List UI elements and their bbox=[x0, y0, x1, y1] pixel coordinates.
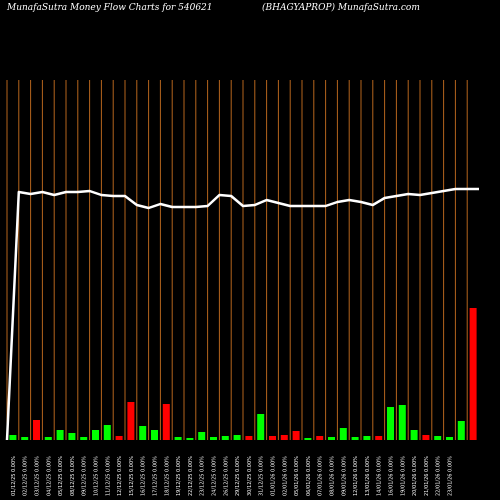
bar bbox=[9, 435, 17, 440]
x-tick-label: 02/01/26 0.00% bbox=[282, 456, 288, 496]
bar bbox=[44, 437, 52, 440]
x-tick-label: 12/12/25 0.00% bbox=[117, 456, 123, 496]
chart-header-left: MunafaSutra Money Flow Charts for 540621 bbox=[7, 3, 213, 13]
bar bbox=[292, 431, 300, 440]
bar bbox=[186, 438, 194, 440]
bar bbox=[92, 430, 99, 440]
line-series bbox=[5, 187, 479, 441]
bar bbox=[245, 436, 253, 440]
bar bbox=[446, 437, 453, 440]
x-tick-label: 05/01/26 0.00% bbox=[294, 456, 300, 496]
bar bbox=[410, 430, 418, 440]
x-tick-label: 01/12/25 0.00% bbox=[11, 456, 17, 496]
bar bbox=[162, 404, 170, 440]
bar bbox=[375, 436, 383, 440]
x-tick-label: 31/12/25 0.00% bbox=[259, 456, 265, 496]
line-series-path bbox=[5, 187, 479, 441]
bar bbox=[103, 425, 111, 440]
bar bbox=[351, 437, 359, 440]
x-tick-label: 21/01/26 0.00% bbox=[424, 456, 430, 496]
grid-lines bbox=[6, 80, 468, 440]
x-tick-label: 22/01/26 0.00% bbox=[436, 456, 442, 496]
bar bbox=[457, 421, 465, 440]
bar bbox=[221, 436, 229, 440]
bar bbox=[387, 407, 394, 440]
bar bbox=[316, 436, 324, 440]
bar bbox=[280, 435, 288, 440]
bar bbox=[115, 436, 123, 440]
x-tick-label: 05/12/25 0.00% bbox=[58, 456, 64, 496]
bar bbox=[127, 402, 135, 440]
x-tick-label: 10/12/25 0.00% bbox=[94, 456, 100, 496]
bar bbox=[328, 437, 335, 440]
bar bbox=[339, 428, 347, 440]
bar bbox=[469, 308, 477, 440]
bar bbox=[198, 432, 206, 440]
x-tick-label: 14/01/26 0.00% bbox=[377, 456, 383, 496]
bar bbox=[210, 437, 217, 440]
bar bbox=[233, 435, 241, 440]
x-tick-label: 23/01/26 0.00% bbox=[448, 456, 454, 496]
bar bbox=[80, 437, 88, 440]
x-tick-label: 22/12/25 0.00% bbox=[188, 456, 194, 496]
x-tick-label: 08/12/25 0.00% bbox=[70, 456, 76, 496]
x-tick-label: 18/12/25 0.00% bbox=[164, 456, 170, 496]
x-tick-label: 24/12/25 0.00% bbox=[212, 456, 218, 496]
x-tick-label: 11/12/25 0.00% bbox=[105, 456, 111, 496]
bar bbox=[422, 435, 430, 440]
bar bbox=[21, 437, 29, 440]
x-tick-label: 08/01/26 0.00% bbox=[330, 456, 336, 496]
x-tick-label: 26/12/25 0.00% bbox=[223, 456, 229, 496]
bar bbox=[269, 436, 276, 440]
x-tick-label: 30/12/25 0.00% bbox=[247, 456, 253, 496]
bar bbox=[33, 420, 40, 440]
bar bbox=[434, 436, 442, 440]
x-tick-label: 09/12/25 0.00% bbox=[82, 456, 88, 496]
bar bbox=[56, 430, 64, 440]
bar bbox=[363, 436, 371, 440]
bar bbox=[139, 426, 147, 440]
x-tick-label: 19/12/25 0.00% bbox=[176, 456, 182, 496]
x-tick-label: 19/01/26 0.00% bbox=[400, 456, 406, 496]
x-tick-label: 20/01/26 0.00% bbox=[412, 456, 418, 496]
x-tick-label: 29/12/25 0.00% bbox=[235, 456, 241, 496]
chart-header-right: (BHAGYAPROP) MunafaSutra.com bbox=[262, 3, 420, 13]
bar bbox=[398, 405, 406, 440]
bar bbox=[304, 438, 312, 440]
x-tick-label: 07/01/26 0.00% bbox=[318, 456, 324, 496]
x-tick-label: 12/01/26 0.00% bbox=[353, 456, 359, 496]
bar bbox=[257, 414, 265, 440]
x-axis-tick-labels: 01/12/25 0.00% 02/12/25 0.00% 03/12/25 0.0… bbox=[11, 456, 454, 496]
x-tick-label: 15/12/25 0.00% bbox=[129, 456, 135, 496]
x-tick-label: 06/01/26 0.00% bbox=[306, 456, 312, 496]
bar-series bbox=[9, 308, 477, 440]
x-tick-label: 03/12/25 0.00% bbox=[35, 456, 41, 496]
x-tick-label: 04/12/25 0.00% bbox=[46, 456, 52, 496]
x-tick-label: 02/12/25 0.00% bbox=[23, 456, 29, 496]
x-tick-label: 01/01/26 0.00% bbox=[271, 456, 277, 496]
bar bbox=[174, 437, 182, 440]
x-tick-label: 23/12/25 0.00% bbox=[200, 456, 206, 496]
bar bbox=[68, 433, 76, 440]
bar bbox=[151, 430, 158, 440]
x-tick-label: 09/01/26 0.00% bbox=[341, 456, 347, 496]
x-tick-label: 16/12/25 0.00% bbox=[141, 456, 147, 496]
x-tick-label: 13/01/26 0.00% bbox=[365, 456, 371, 496]
x-tick-label: 16/01/26 0.00% bbox=[389, 456, 395, 496]
x-tick-label: 17/12/25 0.00% bbox=[153, 456, 159, 496]
